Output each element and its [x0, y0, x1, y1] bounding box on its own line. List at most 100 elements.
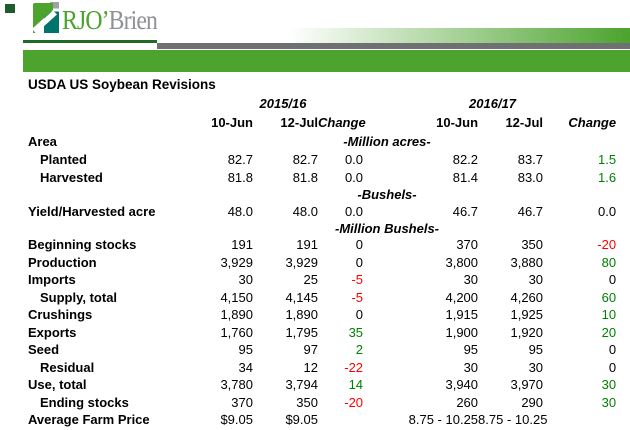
row-label-cell: Production — [28, 254, 97, 270]
table-row: Production 3,929 3,929 0 3,800 3,880 80 — [0, 254, 616, 272]
value-cell: 260 — [456, 394, 479, 410]
unit-label-cell: -Million Bushels- — [335, 220, 440, 236]
value-cell: 0.0 — [344, 169, 364, 185]
value-cell: 350 — [521, 237, 544, 253]
table-row: -Bushels- — [0, 186, 616, 202]
value-cell: 8.75 - 10.25 — [408, 412, 479, 428]
value-cell: 95 — [238, 342, 253, 358]
value-cell: 1,890 — [285, 307, 318, 323]
logo-wordmark: RJO’Brien — [62, 5, 158, 36]
row-label-cell — [0, 186, 185, 202]
value-cell: 3,880 — [510, 254, 544, 270]
row-label-cell: Harvested — [40, 169, 103, 185]
year-group-header: 2015/16 — [259, 95, 307, 111]
row-label-cell: Ending stocks — [40, 394, 129, 410]
value-cell: $9.05 — [285, 412, 318, 428]
logo-underline — [23, 40, 157, 43]
row-label-cell: Yield/Harvested acre — [28, 203, 156, 219]
value-cell — [543, 186, 616, 202]
value-cell: 0 — [608, 272, 617, 288]
value-cell: 12 — [303, 359, 318, 375]
value-cell: 0.0 — [344, 151, 364, 167]
value-cell: 3,929 — [220, 254, 253, 270]
value-cell: 81.4 — [452, 169, 479, 185]
value-cell — [318, 411, 363, 429]
value-cell: 4,145 — [285, 289, 318, 305]
column-header-cell: 12-Jul — [505, 115, 544, 130]
table-row: Crushings 1,890 1,890 0 1,915 1,925 10 — [0, 306, 616, 324]
table-row: Ending stocks 370 350 -20 260 290 30 — [0, 394, 616, 412]
unit-label-cell: -Bushels- — [357, 186, 417, 202]
value-cell: -20 — [597, 237, 617, 253]
value-cell: 4,200 — [445, 289, 479, 305]
row-label-cell: Beginning stocks — [28, 237, 137, 253]
rjobrien-logo-icon — [33, 2, 59, 33]
header-gradient-band — [157, 28, 630, 43]
value-cell: 2 — [355, 342, 364, 358]
value-cell: 82.2 — [452, 151, 479, 167]
table-row: Imports 30 25 -5 30 30 0 — [0, 271, 616, 289]
value-cell: 81.8 — [227, 169, 253, 185]
value-cell: 8.75 - 10.25 — [478, 412, 548, 428]
value-cell — [543, 220, 616, 236]
value-cell: 80 — [601, 254, 617, 270]
table-row: Area -Million acres- — [0, 132, 616, 150]
value-cell: 1,925 — [510, 307, 544, 323]
value-cell: $9.05 — [220, 412, 253, 428]
value-cell: 3,794 — [285, 377, 318, 393]
table-row: Use, total 3,780 3,794 14 3,940 3,970 30 — [0, 376, 616, 394]
row-label-cell: Seed — [28, 342, 60, 358]
value-cell: -5 — [351, 289, 364, 305]
value-cell: 0 — [355, 237, 364, 253]
value-cell: 0 — [608, 342, 617, 358]
value-cell: 30 — [528, 272, 544, 288]
value-cell: 1,890 — [220, 307, 253, 323]
row-label-cell — [0, 220, 185, 236]
value-cell: 0 — [355, 254, 364, 270]
year-group-header: 2016/17 — [469, 95, 517, 111]
value-cell: 48.0 — [227, 203, 253, 219]
value-cell: -22 — [344, 359, 364, 375]
value-cell: 82.7 — [292, 151, 318, 167]
value-cell: 25 — [303, 272, 318, 288]
table-row: Beginning stocks 191 191 0 370 350 -20 — [0, 236, 616, 254]
row-label-cell: Planted — [40, 151, 87, 167]
value-cell: 1,920 — [510, 324, 544, 340]
table-row: Yield/Harvested acre 48.0 48.0 0.0 46.7 46.7 0… — [0, 202, 616, 220]
value-cell: -20 — [344, 394, 364, 410]
value-cell: -5 — [351, 272, 364, 288]
value-cell: 350 — [296, 394, 318, 410]
value-cell: 95 — [528, 342, 544, 358]
value-cell: 97 — [303, 342, 318, 358]
value-cell: 20 — [601, 324, 617, 340]
value-cell: 14 — [348, 377, 364, 393]
folded-page-icon — [33, 2, 59, 33]
value-cell: 370 — [456, 237, 479, 253]
column-header-cell: Change — [568, 115, 617, 130]
value-cell — [478, 132, 543, 150]
value-cell: 4,260 — [510, 289, 544, 305]
value-cell — [253, 132, 318, 150]
value-cell: 3,940 — [445, 377, 479, 393]
value-cell: 30 — [601, 394, 617, 410]
value-cell: 82.7 — [227, 151, 253, 167]
value-cell: 191 — [231, 237, 253, 253]
value-cell — [253, 186, 318, 202]
value-cell: 48.0 — [292, 203, 318, 219]
row-label-cell: Area — [28, 133, 57, 149]
value-cell: 30 — [528, 359, 544, 375]
year-group-header-row: 2015/16 2016/17 — [0, 93, 616, 113]
header-green-bar — [23, 50, 630, 72]
value-cell: 1,900 — [445, 324, 479, 340]
column-header-cell: 10-Jun — [211, 115, 253, 130]
column-header-cell: Change — [318, 115, 366, 130]
page-title: USDA US Soybean Revisions — [28, 77, 216, 92]
value-cell: 30 — [463, 272, 479, 288]
value-cell: 1,760 — [220, 324, 253, 340]
value-cell — [253, 220, 318, 236]
logo-text-primary: RJO’ — [62, 5, 110, 35]
value-cell: 10 — [601, 307, 617, 323]
table-row: Supply, total 4,150 4,145 -5 4,200 4,260 60 — [0, 289, 616, 307]
table-row: Seed 95 97 2 95 95 0 — [0, 341, 616, 359]
